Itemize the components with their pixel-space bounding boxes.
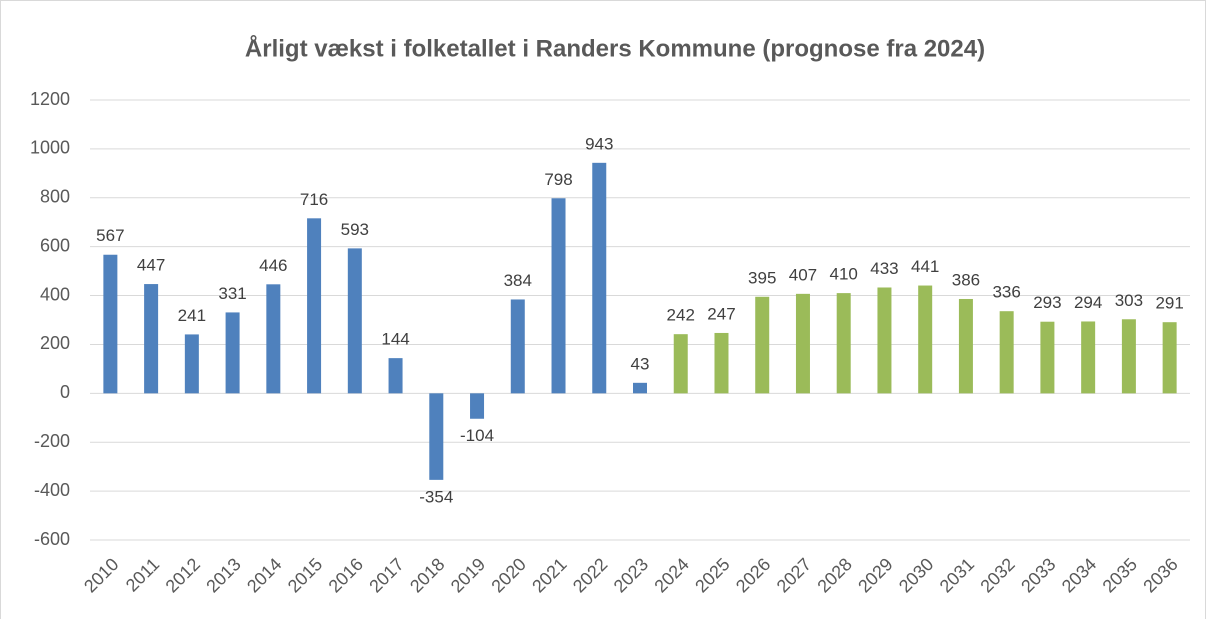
data-label: 447 xyxy=(137,256,165,275)
bar xyxy=(307,218,322,394)
bar xyxy=(1121,319,1136,394)
bar xyxy=(673,334,688,394)
y-tick-label: 1000 xyxy=(30,138,70,158)
y-tick-label: 400 xyxy=(40,284,70,304)
bar xyxy=(103,254,118,394)
data-label: 293 xyxy=(1033,293,1061,312)
bar xyxy=(510,299,525,394)
bar xyxy=(388,358,403,394)
data-label: 567 xyxy=(96,226,124,245)
data-label: -354 xyxy=(419,487,453,506)
data-label: 247 xyxy=(707,304,735,323)
data-label: 433 xyxy=(870,259,898,278)
y-tick-label: 200 xyxy=(40,333,70,353)
data-label: 446 xyxy=(259,256,287,275)
data-label: 331 xyxy=(218,284,246,303)
bar xyxy=(144,284,159,394)
bar xyxy=(551,198,566,394)
bar xyxy=(836,293,851,394)
y-tick-label: -200 xyxy=(34,431,70,451)
bar xyxy=(470,393,485,419)
data-label: 294 xyxy=(1074,293,1102,312)
bar xyxy=(633,382,647,394)
bar xyxy=(592,162,607,394)
y-tick-label: -400 xyxy=(34,480,70,500)
y-tick-label: 0 xyxy=(60,382,70,402)
bar xyxy=(999,311,1014,394)
y-tick-label: 1200 xyxy=(30,89,70,109)
data-label: 395 xyxy=(748,268,776,287)
data-label: 303 xyxy=(1115,291,1143,310)
data-label: 336 xyxy=(992,283,1020,302)
y-tick-label: -600 xyxy=(34,529,70,549)
data-label: 241 xyxy=(178,306,206,325)
data-label: 384 xyxy=(504,271,532,290)
data-label: -104 xyxy=(460,426,494,445)
bar xyxy=(266,284,281,394)
bar xyxy=(755,296,770,394)
bar xyxy=(795,293,810,394)
data-label: 407 xyxy=(789,265,817,284)
bar xyxy=(714,332,729,394)
bar xyxy=(429,393,444,480)
bar xyxy=(225,312,240,394)
data-label: 386 xyxy=(952,270,980,289)
bar xyxy=(1040,321,1055,394)
data-label: 798 xyxy=(544,170,572,189)
data-label: 716 xyxy=(300,190,328,209)
data-label: 242 xyxy=(667,306,695,325)
data-label: 943 xyxy=(585,134,613,153)
data-label: 593 xyxy=(341,220,369,239)
bar xyxy=(1081,321,1096,394)
bar xyxy=(1162,322,1177,394)
chart-title: Årligt vækst i folketallet i Randers Kom… xyxy=(245,34,985,62)
data-label: 291 xyxy=(1155,294,1183,313)
data-label: 410 xyxy=(830,265,858,284)
data-label: 43 xyxy=(631,354,650,373)
data-label: 441 xyxy=(911,257,939,276)
bar xyxy=(877,287,892,394)
bar xyxy=(184,334,199,394)
data-label: 144 xyxy=(381,330,409,349)
y-tick-label: 600 xyxy=(40,235,70,255)
y-tick-label: 800 xyxy=(40,187,70,207)
bar xyxy=(958,298,973,394)
bar xyxy=(918,285,933,394)
bar xyxy=(347,248,362,394)
